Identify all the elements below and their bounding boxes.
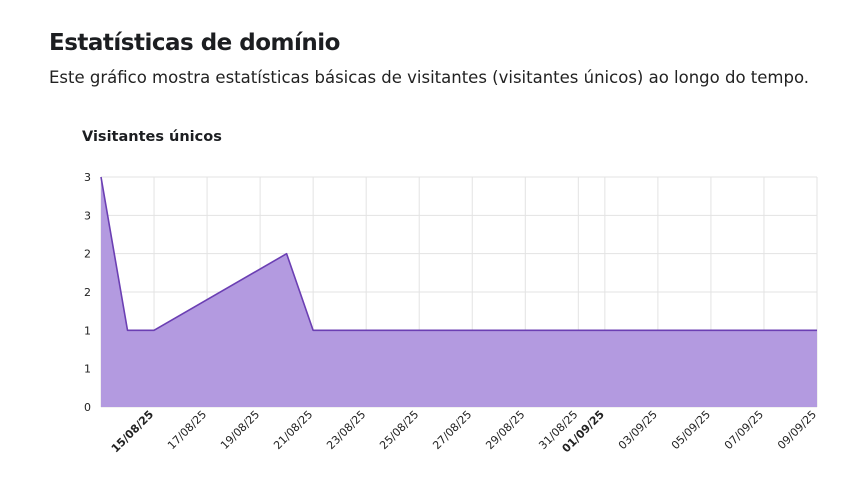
y-tick-label: 3 [84, 171, 91, 184]
page-title: Estatísticas de domínio [49, 30, 340, 56]
chart-area-series [100, 176, 818, 407]
y-axis-ticks: 0 1 1 2 2 3 3 [84, 171, 91, 414]
x-tick-label: 21/08/25 [271, 408, 315, 452]
y-tick-label: 2 [84, 248, 91, 261]
x-axis-ticks: 15/08/25 17/08/25 19/08/25 21/08/25 23/08/25… [109, 408, 819, 455]
x-tick-label: 09/09/25 [775, 408, 819, 452]
y-tick-label: 1 [84, 324, 91, 337]
area-line [100, 176, 817, 332]
chart-title: Visitantes únicos [82, 129, 222, 145]
x-tick-label: 07/09/25 [722, 408, 766, 452]
y-tick-label: 2 [84, 286, 91, 299]
x-tick-label: 25/08/25 [377, 408, 421, 452]
x-tick-label: 19/08/25 [218, 408, 262, 452]
chart-grid [100, 176, 818, 408]
x-tick-label: 23/08/25 [324, 408, 368, 452]
x-tick-label: 15/08/25 [109, 408, 156, 455]
x-tick-label: 03/09/25 [616, 408, 660, 452]
x-tick-label: 17/08/25 [165, 408, 209, 452]
x-tick-label: 27/08/25 [430, 408, 474, 452]
x-tick-label: 05/09/25 [669, 408, 713, 452]
y-tick-label: 0 [84, 401, 91, 414]
area-fill [101, 177, 817, 407]
y-tick-label: 3 [84, 209, 91, 222]
page-description: Este gráfico mostra estatísticas básicas… [49, 68, 810, 87]
y-tick-label: 1 [84, 363, 91, 376]
x-tick-label: 29/08/25 [483, 408, 527, 452]
